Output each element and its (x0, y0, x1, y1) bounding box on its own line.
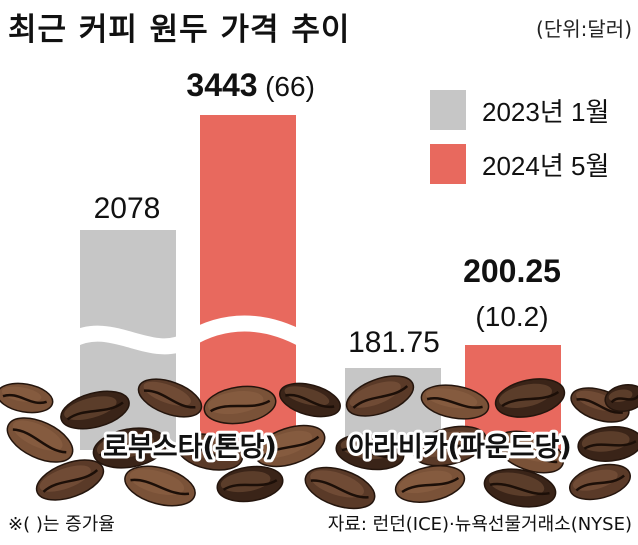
coffee-bean (577, 426, 638, 462)
data-label-arabica-2023: 181.75 (348, 326, 440, 359)
category-label-arabica: 아라비카(파운드당) (348, 432, 571, 463)
growth-label-arabica: (10.2) (475, 301, 548, 332)
coffee-bean (6, 417, 74, 463)
source-note: 자료: 런던(ICE)·뉴욕선물거래소(NYSE) (328, 514, 632, 535)
chart-title: 최근 커피 원두 가격 추이 (8, 12, 350, 48)
coffee-bean (494, 378, 566, 418)
coffee-bean (604, 383, 638, 413)
legend-swatch-2023 (430, 90, 466, 130)
coffee-bean (60, 390, 130, 430)
coffee-bean (335, 433, 405, 471)
coffee-bean (413, 425, 487, 467)
coffee-bean (483, 468, 557, 508)
legend-label-2023: 2023년 1월 (482, 97, 609, 127)
coffee-bean (92, 427, 168, 469)
data-label-robusta-2024-group: 3443 (66) (186, 67, 314, 103)
legend: 2023년 1월 2024년 5월 (430, 90, 609, 184)
coffee-bean (35, 459, 105, 501)
growth-label-robusta: (66) (265, 71, 315, 102)
coffee-bean (137, 378, 203, 418)
data-label-robusta-2023: 2078 (94, 192, 161, 225)
coffee-bean (345, 375, 415, 417)
axis-break-wave (68, 315, 308, 355)
unit-label: (단위:달러) (536, 17, 632, 41)
coffee-bean (216, 465, 284, 503)
coffee-bean (304, 466, 376, 510)
coffee-bean (0, 382, 54, 414)
coffee-bean (569, 463, 631, 501)
coffee-bean (254, 424, 326, 468)
coffee-bean (176, 433, 244, 471)
legend-label-2024: 2024년 5월 (482, 151, 609, 181)
coffee-bean (420, 384, 490, 420)
data-label-arabica-2024: 200.25 (463, 253, 561, 289)
coffee-bean (279, 382, 341, 418)
coffee-bean (394, 465, 466, 503)
category-label-robusta: 로부스타(톤당) (103, 432, 277, 463)
footnote: ※( )는 증가율 (8, 514, 115, 535)
coffee-beans-illustration (0, 375, 638, 510)
coffee-bean (124, 465, 196, 507)
data-label-robusta-2024: 3443 (186, 67, 257, 103)
legend-swatch-2024 (430, 144, 466, 184)
coffee-bean (495, 430, 565, 474)
coffee-bean (203, 385, 277, 425)
